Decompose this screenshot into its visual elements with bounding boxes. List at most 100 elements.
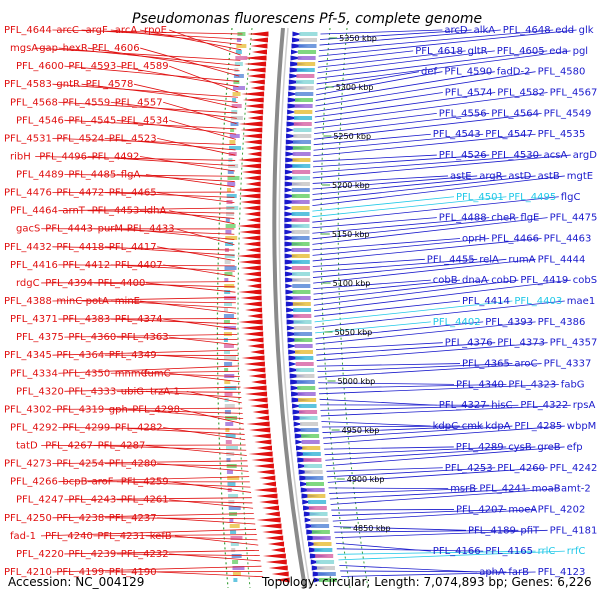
leader-line — [315, 71, 536, 107]
gene-label: PFL_4298 — [132, 404, 180, 415]
reverse-gene-arrow — [270, 547, 285, 553]
leader-line — [52, 29, 243, 35]
reverse-gene-arrow — [243, 139, 262, 145]
content-bar — [226, 470, 233, 474]
leader-line — [314, 112, 437, 129]
content-bar — [306, 482, 325, 486]
content-bar — [291, 182, 310, 186]
content-bar — [227, 482, 236, 486]
content-bar — [223, 350, 230, 354]
content-bar — [297, 392, 316, 396]
reverse-gene-arrow — [253, 487, 277, 493]
content-bar — [317, 572, 336, 576]
leader-line — [324, 446, 507, 456]
leader-line — [116, 65, 239, 88]
leader-line — [174, 535, 259, 546]
leader-line — [316, 342, 443, 350]
leader-line — [157, 246, 235, 261]
gene-label: PFL_4433 — [127, 224, 175, 235]
content-bar — [302, 452, 321, 456]
content-bar — [300, 422, 319, 426]
content-bar — [231, 110, 238, 114]
content-bar — [298, 398, 317, 402]
forward-gene-arrow — [289, 367, 302, 373]
content-bar — [233, 80, 240, 84]
leader-line — [313, 112, 542, 140]
forward-gene-arrow — [296, 445, 308, 451]
leader-line — [145, 390, 242, 398]
forward-gene-arrow — [290, 385, 302, 391]
forward-gene-arrow — [287, 109, 297, 115]
gene-label: PFL_4376 — [445, 338, 493, 349]
content-bar — [227, 176, 240, 180]
content-bar — [295, 362, 314, 366]
reverse-gene-arrow — [250, 403, 269, 409]
leader-line — [312, 217, 519, 240]
reverse-gene-arrow — [251, 433, 271, 439]
gene-label: gacS — [16, 224, 40, 235]
leader-line — [313, 133, 431, 146]
reverse-gene-arrow — [238, 319, 263, 325]
forward-gene-arrow — [286, 325, 297, 331]
content-bar — [229, 524, 240, 528]
leader-line — [313, 279, 490, 301]
content-bar — [227, 170, 234, 174]
forward-gene-arrow — [285, 151, 297, 157]
gene-label: PFL_4364 — [56, 350, 104, 361]
gene-label: PFL_4220 — [16, 549, 64, 560]
kbp-tick-label: 5150 kbp — [332, 230, 370, 239]
content-bar — [224, 410, 231, 414]
inner-dotted-ring — [320, 27, 351, 588]
gene-label: PFL_4267 — [45, 441, 93, 452]
gene-label: PFL_4334 — [10, 368, 58, 379]
reverse-gene-arrow — [256, 469, 275, 475]
leader-line — [52, 349, 239, 356]
leader-line — [169, 372, 241, 383]
leader-line — [315, 321, 536, 345]
reverse-gene-arrow — [251, 379, 267, 385]
reverse-gene-arrow — [247, 397, 268, 403]
gene-label: PFL_4375 — [16, 332, 64, 343]
content-bar — [236, 38, 241, 42]
leader-line — [58, 476, 250, 483]
leader-line — [169, 336, 238, 346]
kbp-tick-label: 4900 kbp — [347, 475, 385, 484]
leader-line — [312, 196, 455, 212]
gene-label: PFL_4648 — [503, 25, 551, 36]
gene-label: def — [421, 67, 438, 78]
leader-line — [81, 83, 238, 103]
content-bar — [299, 38, 318, 42]
gene-label: minE — [115, 296, 140, 307]
kbp-tick-label: 5100 kbp — [333, 279, 371, 288]
leader-line — [163, 427, 246, 441]
kbp-tick-label: 5050 kbp — [335, 328, 373, 337]
gene-label: PFL_4403 — [514, 296, 562, 307]
leader-line — [35, 156, 236, 161]
content-bar — [308, 506, 327, 510]
forward-gene-arrow — [290, 49, 299, 55]
reverse-gene-arrow — [245, 181, 261, 187]
content-bar — [299, 32, 318, 36]
content-bar — [298, 404, 317, 408]
gene-label: PFL_4266 — [10, 477, 58, 488]
leader-line — [145, 282, 236, 293]
gene-label: PFL_4250 — [4, 513, 52, 524]
kbp-tick-labels: 5350 kbp 5300 kbp 5250 kbp 5200 kbp 5150 kbp… — [321, 34, 391, 533]
leader-line — [169, 553, 261, 562]
content-bar — [294, 344, 313, 348]
reverse-gene-arrow — [257, 445, 272, 451]
content-bar — [230, 542, 239, 546]
forward-gene-arrow — [286, 307, 298, 313]
reverse-gene-arrow — [264, 511, 280, 517]
map-title: Pseudomonas fluorescens Pf-5, complete g… — [132, 11, 482, 27]
forward-gene-arrow — [288, 349, 302, 355]
leader-line — [87, 156, 236, 167]
forward-gene-arrow — [286, 127, 295, 133]
reverse-gene-arrow — [240, 265, 261, 271]
leader-line — [104, 517, 255, 520]
gene-label: PFL_4418 — [56, 242, 104, 253]
leader-line — [104, 409, 243, 414]
reverse-gene-arrow — [244, 61, 267, 67]
gene-label: PFL_4365 — [462, 359, 510, 370]
gene-label: PFL_4416 — [10, 260, 58, 271]
